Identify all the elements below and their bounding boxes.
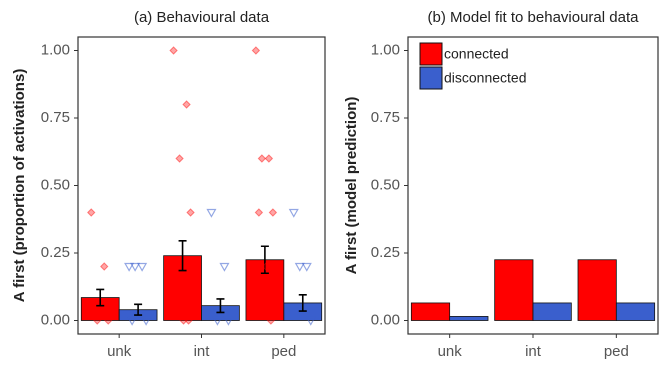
y-tick-label: 0.75 [41, 109, 70, 126]
data-point [264, 154, 274, 163]
chart-title: (a) Behavioural data [134, 9, 270, 26]
x-tick-label: unk [438, 343, 463, 360]
bar [577, 259, 617, 321]
bar [532, 302, 572, 321]
error-bar [216, 298, 225, 314]
error-bar [260, 245, 269, 275]
bar [494, 259, 534, 321]
data-point [93, 316, 102, 325]
data-point [141, 316, 152, 326]
chart-title: (b) Model fit to behavioural data [428, 9, 640, 26]
data-point [219, 262, 230, 272]
data-point [169, 46, 178, 55]
data-point [104, 316, 113, 325]
x-tick-label: int [194, 343, 211, 360]
data-point [137, 262, 148, 272]
data-point [179, 316, 188, 325]
data-point [257, 154, 267, 163]
data-point [288, 208, 299, 218]
data-point [127, 316, 138, 326]
legend-swatch [419, 42, 443, 66]
data-point [266, 316, 276, 325]
data-point [254, 208, 264, 217]
data-point [301, 262, 312, 272]
data-point [87, 208, 96, 217]
data-point [268, 208, 278, 217]
y-tick-label: 0.25 [41, 244, 70, 261]
error-bar [96, 288, 105, 307]
y-tick-label: 0.50 [371, 176, 400, 193]
y-tick-label: 0.00 [41, 311, 70, 328]
plot-frame [77, 36, 326, 335]
x-tick-label: unk [107, 343, 132, 360]
y-axis-label: A first (model prediction) [343, 97, 360, 275]
x-tick-label: ped [604, 343, 629, 360]
x-tick-label: int [525, 343, 542, 360]
data-point [130, 262, 141, 272]
x-tick-label: ped [271, 343, 296, 360]
legend-label: disconnected [444, 70, 527, 86]
y-tick-label: 0.00 [371, 311, 400, 328]
y-tick-label: 0.50 [41, 176, 70, 193]
y-tick-label: 0.25 [371, 244, 400, 261]
data-point [184, 316, 193, 325]
error-bar [134, 303, 143, 316]
data-point [212, 316, 223, 326]
legend-swatch [419, 66, 443, 90]
data-point [100, 262, 109, 271]
y-tick-label: 1.00 [371, 41, 400, 58]
data-point [175, 154, 184, 163]
bar [615, 302, 656, 321]
bar [410, 302, 451, 321]
data-point [305, 316, 316, 326]
data-point [251, 46, 261, 55]
data-point [223, 316, 234, 326]
data-point [261, 262, 271, 271]
data-point [294, 262, 305, 272]
error-bar [178, 240, 187, 272]
y-tick-label: 0.75 [371, 109, 400, 126]
error-bar [298, 294, 307, 312]
y-tick-label: 1.00 [41, 41, 70, 58]
data-point [186, 208, 195, 217]
y-axis-label: A first (proportion of activations) [11, 69, 28, 303]
legend-label: connected [444, 46, 509, 62]
bar [449, 316, 489, 321]
data-point [172, 262, 181, 271]
plot-frame [407, 36, 659, 335]
data-point [182, 100, 191, 109]
data-point [124, 262, 135, 272]
data-point [206, 208, 217, 218]
